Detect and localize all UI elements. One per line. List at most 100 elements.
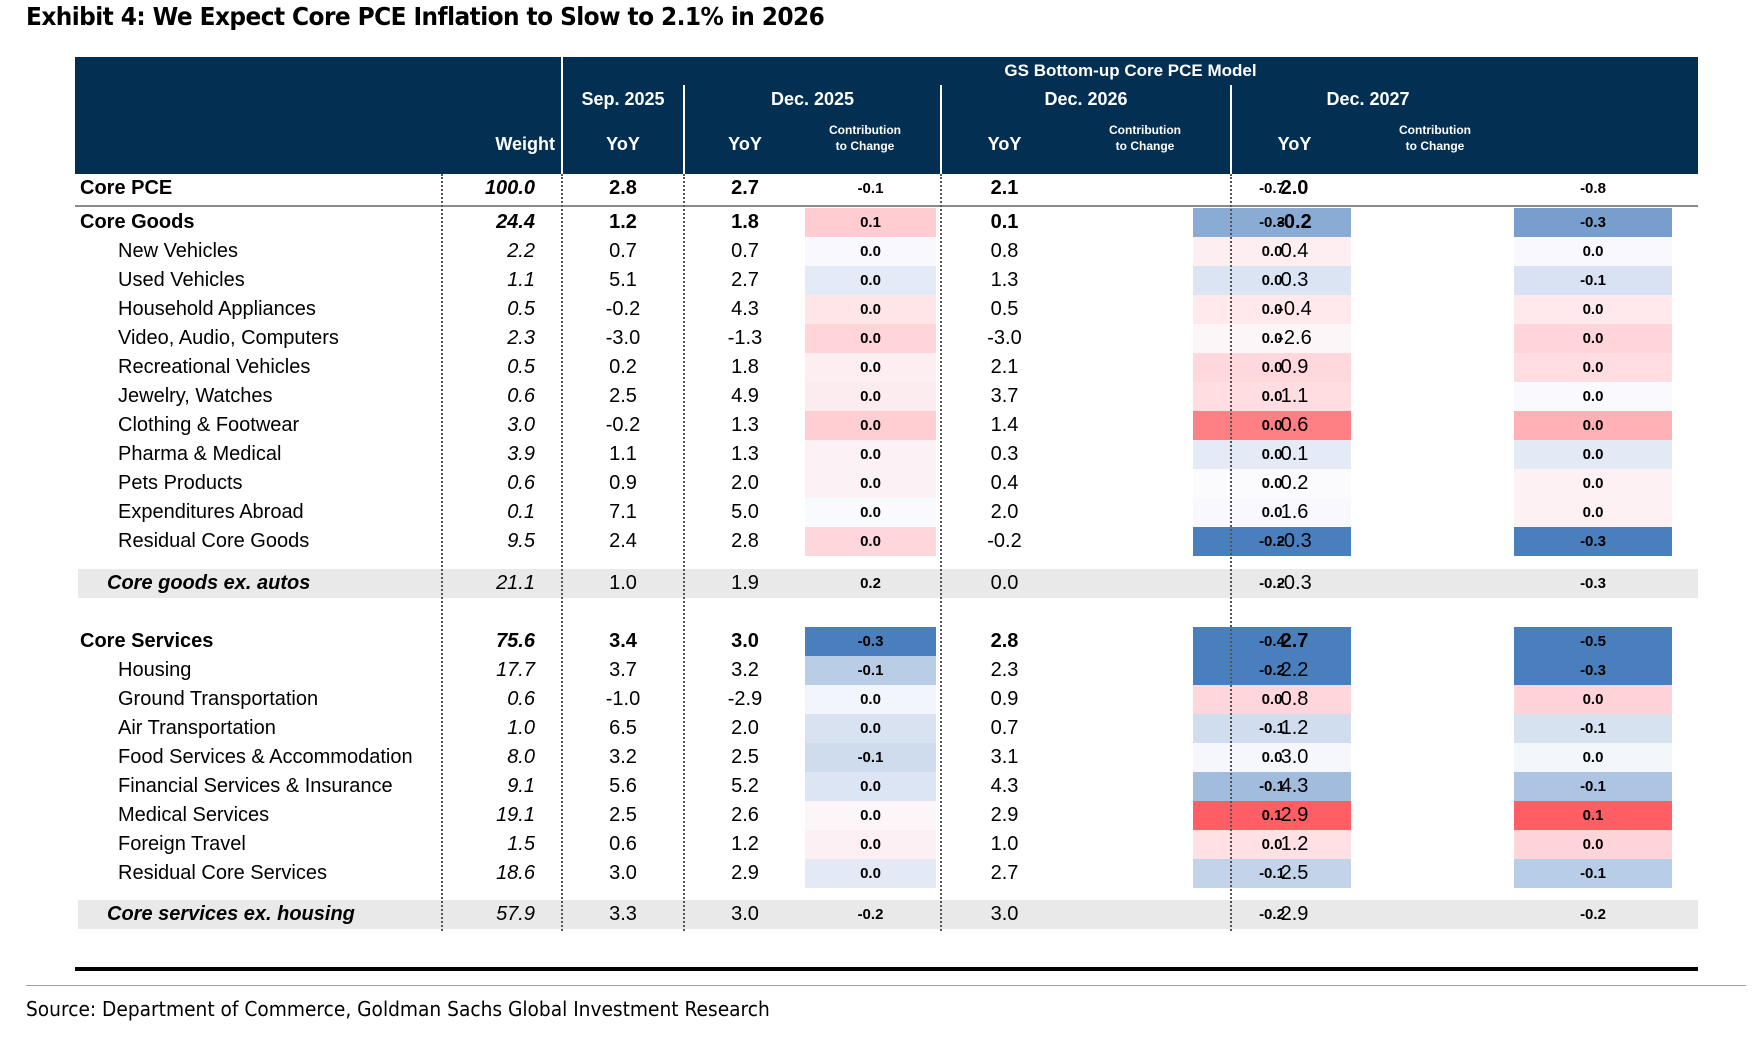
header-divider [683,85,685,174]
weight-cell: 57.9 [496,903,535,925]
yoy-cell: 3.0 [1280,746,1309,768]
table-row: Used Vehicles 1.1 5.1 2.7 0.0 1.3 0.0 0.3 -0.1 [75,266,1698,295]
yoy-cell: 0.5 [990,298,1019,320]
row-label: Ground Transportation [118,688,319,710]
yoy-cell: 2.0 [1280,177,1309,199]
col-contrib: Contribution to Change [1070,122,1220,154]
contribution-cell: -0.2 [1259,575,1285,592]
yoy-cell: 2.6 [731,804,759,826]
yoy-cell: 3.0 [990,903,1019,925]
row-label: Video, Audio, Computers [118,327,339,349]
yoy-cell: 3.0 [609,862,637,884]
row-label: Medical Services [118,804,270,826]
yoy-cell: 0.7 [990,717,1019,739]
row-label: Core Goods [80,211,195,233]
yoy-cell: 1.0 [609,572,637,594]
yoy-cell: 2.7 [731,177,759,199]
contribution-cell: 0.0 [1193,266,1351,295]
yoy-cell: 0.4 [990,472,1019,494]
col-contrib: Contribution to Change [1360,122,1510,154]
yoy-cell: 2.9 [731,862,759,884]
contrib-label-2: to Change [835,139,895,153]
contribution-cell: -0.1 [805,656,936,685]
yoy-cell: 2.7 [990,862,1019,884]
contribution-cell: -0.1 [1514,266,1672,295]
col-yoy: YoY [728,134,762,154]
yoy-cell: 0.6 [1280,414,1309,436]
yoy-cell: 4.3 [731,298,759,320]
yoy-cell: 3.4 [609,630,637,652]
yoy-cell: 1.6 [1280,501,1309,523]
table-row: Clothing & Footwear 3.0 -0.2 1.3 0.0 1.4 0.0 0.… [75,411,1698,440]
contribution-cell: -0.2 [857,906,884,923]
row-label: Food Services & Accommodation [118,746,413,768]
contribution-cell: 0.0 [1193,295,1351,324]
row-label: Recreational Vehicles [118,356,311,378]
row-label: Core PCE [80,177,173,199]
yoy-cell: 3.1 [990,746,1019,768]
subtotal-band [78,569,1698,598]
yoy-cell: 0.8 [990,240,1019,262]
yoy-cell: 0.2 [609,356,637,378]
yoy-cell: 5.6 [609,775,637,797]
yoy-cell: 2.9 [990,804,1019,826]
yoy-cell: 0.7 [609,240,637,262]
weight-cell: 75.6 [496,630,535,652]
yoy-cell: -0.2 [1277,211,1312,233]
contribution-cell: 0.0 [1193,411,1351,440]
row-label: Expenditures Abroad [118,501,304,523]
yoy-cell: 6.5 [609,717,637,739]
col-yoy: YoY [606,134,640,154]
contribution-cell: 0.0 [805,295,936,324]
weight-cell: 0.6 [507,385,535,407]
yoy-cell: 0.8 [1280,688,1309,710]
yoy-cell: 0.9 [990,688,1019,710]
column-divider [441,174,443,931]
weight-cell: 24.4 [496,211,535,233]
table-row: Household Appliances 0.5 -0.2 4.3 0.0 0.5 0.0-… [75,295,1698,324]
yoy-cell: 1.2 [1280,717,1309,739]
contribution-cell: 0.0 [1514,411,1672,440]
contribution-cell: -0.2 [1259,906,1285,923]
contribution-cell: 0.0 [805,382,936,411]
contribution-cell: -0.1 [805,743,936,772]
source-divider [26,985,1746,986]
contribution-cell: -0.8 [1580,180,1606,197]
table-row: Core Goods 24.4 1.2 1.8 0.1 0.1 -0.3 -0.2 -0.3 [75,208,1698,237]
row-label: Residual Core Services [118,862,327,884]
yoy-cell: 2.5 [731,746,759,768]
contribution-cell: -0.1 [1193,859,1351,888]
contribution-cell: 0.0 [1514,830,1672,859]
contribution-cell: 0.0 [805,859,936,888]
contribution-cell: 0.0 [1193,469,1351,498]
table-row: Core goods ex. autos 21.1 1.0 1.9 0.2 0.0 -0.2… [75,569,1698,598]
yoy-cell: 3.0 [731,903,759,925]
table-row: Foreign Travel 1.5 0.6 1.2 0.0 1.0 0.0 1.2 0.0 [75,830,1698,859]
contribution-cell: 0.1 [805,208,936,237]
contribution-cell: 0.0 [1514,382,1672,411]
row-label: Housing [118,659,192,681]
contribution-cell: 0.0 [1514,743,1672,772]
weight-cell: 0.6 [507,688,535,710]
header-divider [940,85,942,174]
row-label: Foreign Travel [118,833,246,855]
table-row: Core PCE 100.0 2.8 2.7 -0.1 2.1 -0.7 2.0 -0.8 [75,174,1698,203]
table-row: Residual Core Goods 9.5 2.4 2.8 0.0 -0.2 -0.2-… [75,527,1698,556]
yoy-cell: 1.2 [1280,833,1309,855]
yoy-cell: 2.1 [990,356,1019,378]
model-header: GS Bottom-up Core PCE Model [1004,61,1257,80]
contribution-cell: 0.0 [805,714,936,743]
contribution-cell: 0.0 [1193,382,1351,411]
exhibit-title: Exhibit 4: We Expect Core PCE Inflation … [26,2,825,31]
contribution-cell: 0.1 [1193,801,1351,830]
contribution-cell: 0.0 [805,353,936,382]
contribution-cell: -0.3 [1514,656,1672,685]
col-contrib: Contribution to Change [805,122,925,154]
contrib-label-1: Contribution [829,123,901,137]
table-row: Video, Audio, Computers 2.3 -3.0 -1.3 0.0 -3.… [75,324,1698,353]
contribution-cell: 0.0 [1193,743,1351,772]
contribution-cell: 0.0 [805,469,936,498]
yoy-cell: 3.2 [731,659,759,681]
contribution-cell: 0.0 [805,498,936,527]
weight-cell: 0.5 [507,298,535,320]
